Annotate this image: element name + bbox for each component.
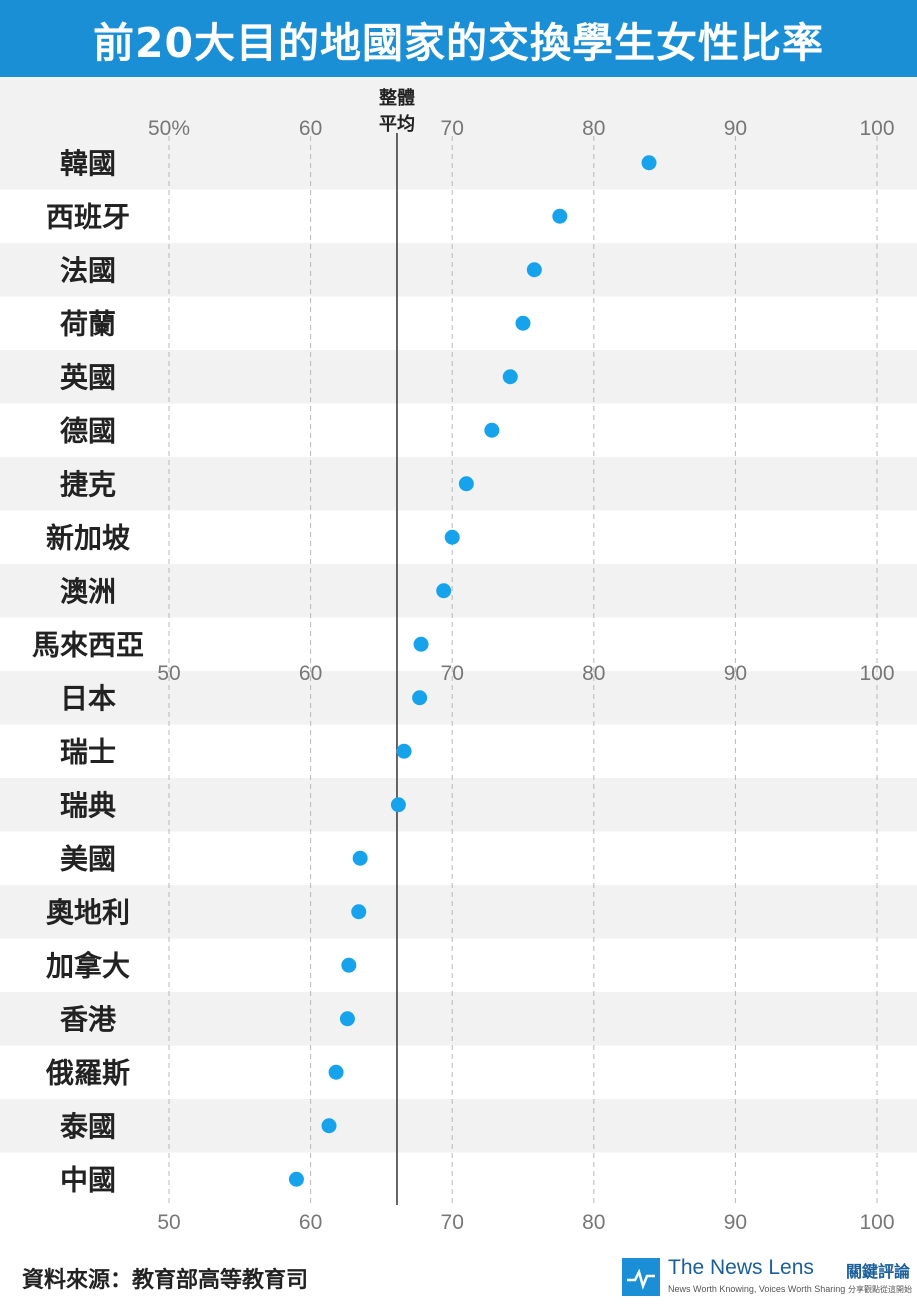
brand-block: The News Lens 關鍵評論 News Worth Knowing, V… — [622, 1256, 912, 1302]
row-band — [0, 885, 917, 939]
data-point — [390, 797, 406, 813]
country-label: 荷蘭 — [60, 307, 116, 340]
x-tick-label-middle: 50 — [157, 662, 180, 685]
country-label: 西班牙 — [46, 200, 130, 233]
country-label: 泰國 — [60, 1110, 116, 1143]
country-label: 香港 — [60, 1003, 117, 1036]
data-point — [396, 743, 412, 759]
data-point — [321, 1118, 337, 1134]
data-point — [288, 1171, 304, 1187]
x-tick-label-middle: 90 — [724, 662, 747, 685]
x-tick-label-bottom: 50 — [157, 1211, 180, 1234]
data-point — [341, 957, 357, 973]
brand-tagline-zh: 分享觀點從這開始 — [848, 1285, 912, 1294]
row-band — [0, 136, 917, 190]
data-point — [412, 690, 428, 706]
row-band — [0, 350, 917, 404]
row-band — [0, 457, 917, 511]
row-band — [0, 992, 917, 1046]
country-label: 俄羅斯 — [45, 1056, 130, 1089]
x-tick-label-top: 50% — [148, 117, 190, 140]
row-band — [0, 1099, 917, 1153]
data-point — [484, 422, 500, 438]
header-band — [0, 77, 917, 136]
x-tick-label-top: 70 — [441, 117, 464, 140]
row-bands — [0, 77, 917, 1153]
country-label: 奧地利 — [46, 896, 130, 929]
average-label-line1: 整體 — [378, 87, 415, 109]
news-lens-logo-icon — [622, 1258, 660, 1296]
country-label: 英國 — [60, 361, 116, 394]
brand-tagline: News Worth Knowing, Voices Worth Sharing — [668, 1284, 846, 1294]
country-label: 馬來西亞 — [32, 628, 144, 661]
x-tick-label-middle: 100 — [859, 662, 894, 685]
country-label: 韓國 — [60, 147, 116, 180]
country-label: 捷克 — [60, 468, 116, 501]
country-labels: 韓國西班牙法國荷蘭英國德國捷克新加坡澳洲馬來西亞日本瑞士瑞典美國奧地利加拿大香港… — [32, 147, 144, 1197]
data-point — [458, 476, 474, 492]
x-tick-label-top: 60 — [299, 117, 322, 140]
data-point — [641, 155, 657, 171]
row-band — [0, 564, 917, 618]
country-label: 德國 — [60, 414, 116, 447]
country-label: 中國 — [60, 1163, 116, 1196]
country-label: 法國 — [60, 254, 116, 287]
source-note: 資料來源：教育部高等教育司 — [22, 1268, 309, 1293]
x-tick-label-top: 100 — [859, 117, 894, 140]
data-point — [351, 904, 367, 920]
country-label: 加拿大 — [46, 949, 130, 982]
grid-lines — [168, 136, 878, 1203]
country-label: 澳洲 — [60, 575, 116, 608]
average-label-line2: 平均 — [379, 113, 415, 135]
x-tick-label-bottom: 100 — [859, 1211, 894, 1234]
country-label: 瑞士 — [60, 735, 116, 768]
data-points — [288, 155, 657, 1187]
x-tick-label-bottom: 70 — [441, 1211, 464, 1234]
data-point — [502, 369, 518, 385]
x-tick-label-middle: 80 — [582, 662, 605, 685]
x-tick-labels: 50% 60 70 80 90 100 50 60 70 80 90 100 50 60 70 80 90 100 — [148, 117, 895, 1234]
brand-name: The News Lens — [668, 1256, 814, 1279]
chart-title: 前20大目的地國家的交換學生女性比率 — [0, 0, 917, 77]
country-label: 日本 — [60, 682, 116, 715]
data-point — [515, 315, 531, 331]
data-point — [552, 208, 568, 224]
x-tick-label-middle: 70 — [441, 662, 464, 685]
row-band — [0, 243, 917, 297]
x-tick-label-middle: 60 — [299, 662, 322, 685]
data-point — [526, 262, 542, 278]
x-tick-label-bottom: 60 — [299, 1211, 322, 1234]
data-point — [352, 850, 368, 866]
country-label: 瑞典 — [60, 789, 116, 822]
x-tick-label-top: 90 — [724, 117, 747, 140]
x-tick-label-bottom: 90 — [724, 1211, 747, 1234]
country-label: 美國 — [60, 842, 116, 875]
data-point — [339, 1011, 355, 1027]
data-point — [328, 1064, 344, 1080]
x-tick-label-bottom: 80 — [582, 1211, 605, 1234]
country-label: 新加坡 — [46, 521, 130, 554]
data-point — [436, 583, 452, 599]
data-point — [413, 636, 429, 652]
row-band — [0, 671, 917, 725]
brand-name-zh: 關鍵評論 — [846, 1262, 911, 1281]
x-tick-label-top: 80 — [582, 117, 605, 140]
row-band — [0, 778, 917, 832]
data-point — [444, 529, 460, 545]
